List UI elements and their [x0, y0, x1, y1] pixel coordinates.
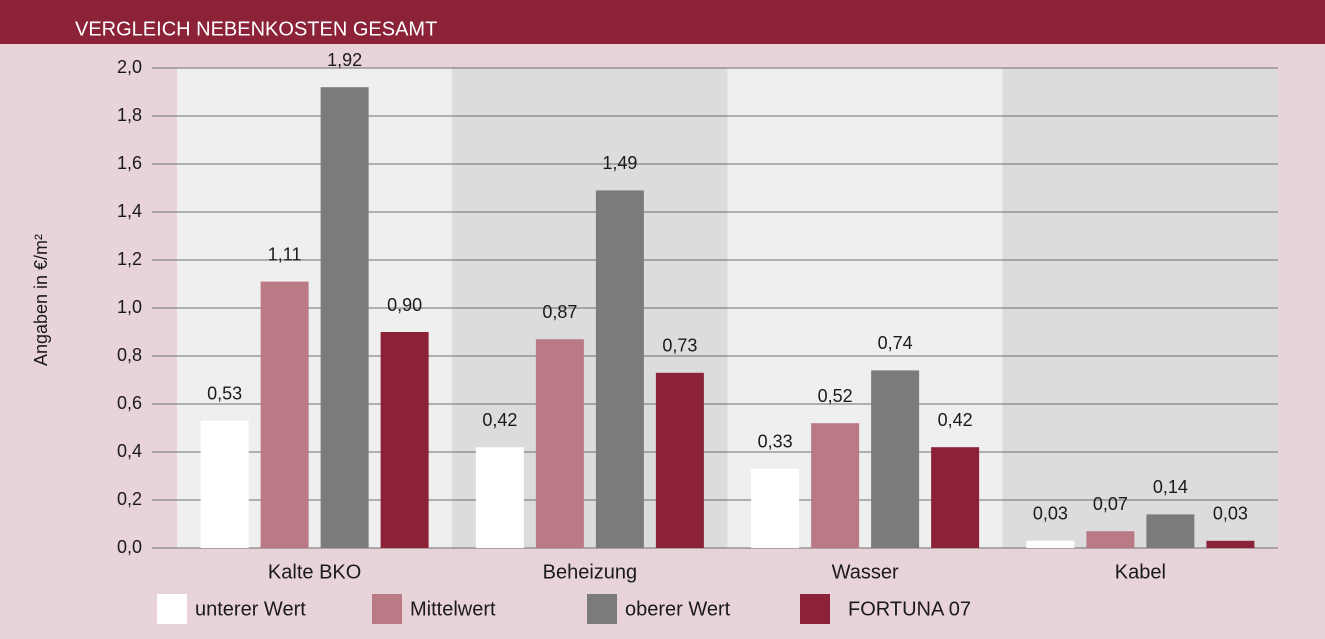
- x-tick-label: Kabel: [1115, 561, 1166, 583]
- data-label: 0,14: [1153, 477, 1188, 497]
- y-tick-label: 1,6: [117, 153, 142, 173]
- bar: [811, 423, 860, 548]
- legend-label: Mittelwert: [410, 598, 496, 620]
- y-tick-label: 1,4: [117, 201, 142, 221]
- y-tick-label: 1,8: [117, 105, 142, 125]
- y-tick-label: 0,4: [117, 441, 142, 461]
- bar: [1146, 514, 1195, 548]
- data-label: 0,73: [662, 336, 697, 356]
- data-label: 0,87: [542, 302, 577, 322]
- data-label: 0,42: [482, 410, 517, 430]
- data-label: 0,53: [207, 384, 242, 404]
- data-label: 0,03: [1033, 504, 1068, 524]
- data-label: 0,90: [387, 295, 422, 315]
- legend-label: unterer Wert: [195, 598, 306, 620]
- legend-label: FORTUNA 07: [848, 598, 971, 620]
- bar: [1206, 540, 1255, 548]
- data-label: 0,33: [758, 432, 793, 452]
- bar: [200, 420, 249, 548]
- bar: [475, 447, 524, 548]
- y-tick-label: 0,8: [117, 345, 142, 365]
- y-tick-label: 0,2: [117, 489, 142, 509]
- data-label: 1,49: [602, 153, 637, 173]
- legend-swatch: [587, 594, 617, 624]
- bar: [535, 339, 584, 548]
- x-tick-label: Wasser: [832, 561, 899, 583]
- legend-swatch: [372, 594, 402, 624]
- y-tick-label: 1,2: [117, 249, 142, 269]
- bar: [1026, 540, 1075, 548]
- bar: [380, 332, 429, 548]
- data-label: 0,42: [938, 410, 973, 430]
- x-tick-label: Kalte BKO: [268, 561, 361, 583]
- chart-title: VERGLEICH NEBENKOSTEN GESAMT: [75, 18, 437, 40]
- header-band: [0, 0, 1325, 44]
- legend-swatch: [157, 594, 187, 624]
- data-label: 0,07: [1093, 494, 1128, 514]
- bar: [1086, 531, 1135, 548]
- y-axis-label: Angaben in €/m²: [31, 234, 51, 366]
- bar: [871, 370, 920, 548]
- legend-label: oberer Wert: [625, 598, 731, 620]
- legend-swatch: [800, 594, 830, 624]
- x-tick-label: Beheizung: [543, 561, 638, 583]
- bar: [931, 447, 980, 548]
- y-tick-label: 1,0: [117, 297, 142, 317]
- y-tick-label: 0,6: [117, 393, 142, 413]
- data-label: 0,03: [1213, 504, 1248, 524]
- bar: [260, 281, 309, 548]
- data-label: 1,92: [327, 50, 362, 70]
- bar: [320, 87, 369, 548]
- bar: [655, 372, 704, 548]
- data-label: 0,52: [818, 386, 853, 406]
- bar: [751, 468, 800, 548]
- data-label: 1,11: [268, 244, 302, 264]
- bar: [595, 190, 644, 548]
- y-tick-label: 0,0: [117, 537, 142, 557]
- data-label: 0,74: [878, 333, 913, 353]
- y-tick-label: 2,0: [117, 57, 142, 77]
